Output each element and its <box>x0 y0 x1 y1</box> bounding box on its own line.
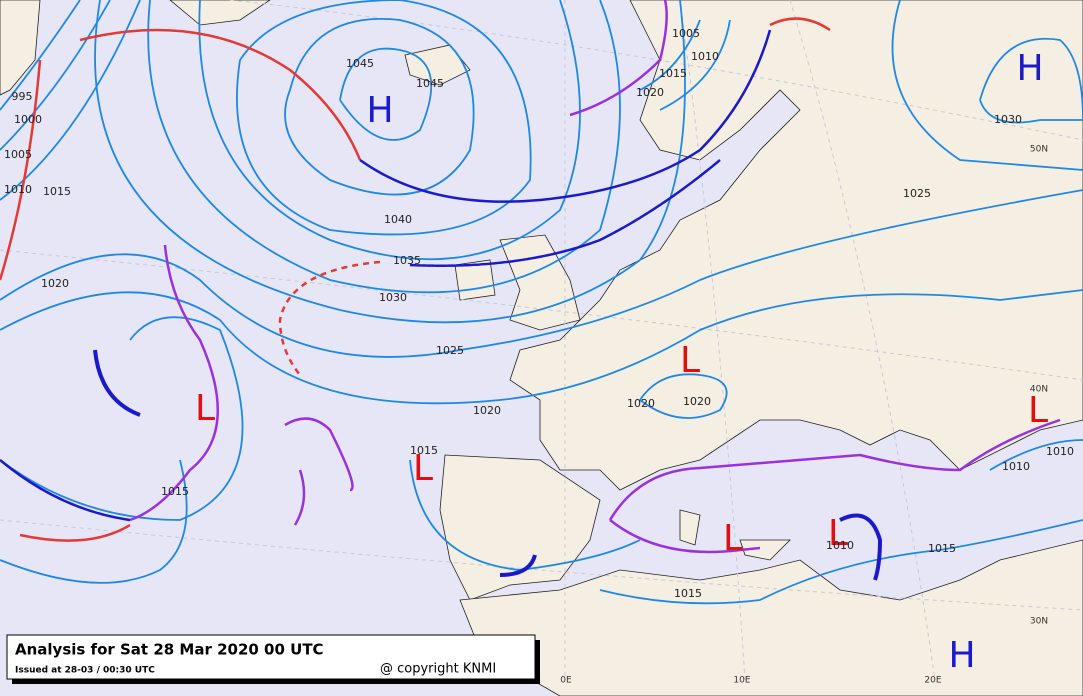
low: L <box>1028 390 1048 431</box>
isobar-label: 1040 <box>384 213 412 226</box>
isobar-label: 1045 <box>346 57 374 70</box>
isobar-label: 1030 <box>994 113 1022 126</box>
pressure-centers: H H H L L L L L L <box>195 48 1048 676</box>
high: H <box>366 90 393 131</box>
isobar-label: 1000 <box>14 113 42 126</box>
low: L <box>195 388 215 429</box>
isobars <box>0 0 1083 605</box>
legend-box <box>6 634 536 680</box>
isobar-label: 1010 <box>4 183 32 196</box>
legend-issued: Issued at 28-03 / 00:30 UTC <box>15 666 155 676</box>
graticule-labels: 50N 40N 30N 0E 10E 20E <box>560 145 1048 686</box>
isobar-label: 1015 <box>928 542 956 555</box>
legend-copyright: @ copyright KNMI <box>380 662 496 677</box>
isobar-label: 1035 <box>393 254 421 267</box>
graticule-label: 0E <box>560 676 572 686</box>
graticule-label: 10E <box>733 676 750 686</box>
isobar-label: 1020 <box>636 86 664 99</box>
legend: Analysis for Sat 28 Mar 2020 00 UTC Issu… <box>6 634 540 684</box>
isobar-label: 1010 <box>826 539 854 552</box>
graticule-label: 50N <box>1030 145 1048 155</box>
low: L <box>680 340 700 381</box>
graticule-label: 40N <box>1030 385 1048 395</box>
isobar-label: 1015 <box>659 67 687 80</box>
isobar-label: 1025 <box>903 187 931 200</box>
isobar-label: 1015 <box>674 587 702 600</box>
isobar-label: 1020 <box>41 277 69 290</box>
isobar-label: 1015 <box>410 444 438 457</box>
high: H <box>1016 48 1043 89</box>
isobar-label: 1025 <box>436 344 464 357</box>
isobar-label: 1010 <box>1002 460 1030 473</box>
high: H <box>948 635 975 676</box>
graticule <box>0 0 1083 681</box>
isobar-label: 1020 <box>473 404 501 417</box>
legend-title: Analysis for Sat 28 Mar 2020 00 UTC <box>15 641 324 659</box>
isobar-label: 1020 <box>683 395 711 408</box>
graticule-label: 20E <box>924 676 941 686</box>
low: L <box>413 448 433 489</box>
fronts <box>0 0 1061 581</box>
isobar-label: 1045 <box>416 77 444 90</box>
isobar-label: 1015 <box>43 185 71 198</box>
isobar-label: 1005 <box>672 27 700 40</box>
graticule-label: 30N <box>1030 617 1048 627</box>
isobar-labels: 1045 1045 1040 1035 1030 1025 1020 1020 1015 1015… <box>4 27 1074 600</box>
low: L <box>723 518 743 559</box>
isobar-label: 1015 <box>161 485 189 498</box>
isobar-label: 1020 <box>627 397 655 410</box>
isobar-label: 1010 <box>691 50 719 63</box>
isobar-label: 1005 <box>4 148 32 161</box>
isobar-label: 1010 <box>1046 445 1074 458</box>
isobar-label: 995 <box>12 90 33 103</box>
low: L <box>828 513 848 554</box>
isobar-label: 1030 <box>379 291 407 304</box>
